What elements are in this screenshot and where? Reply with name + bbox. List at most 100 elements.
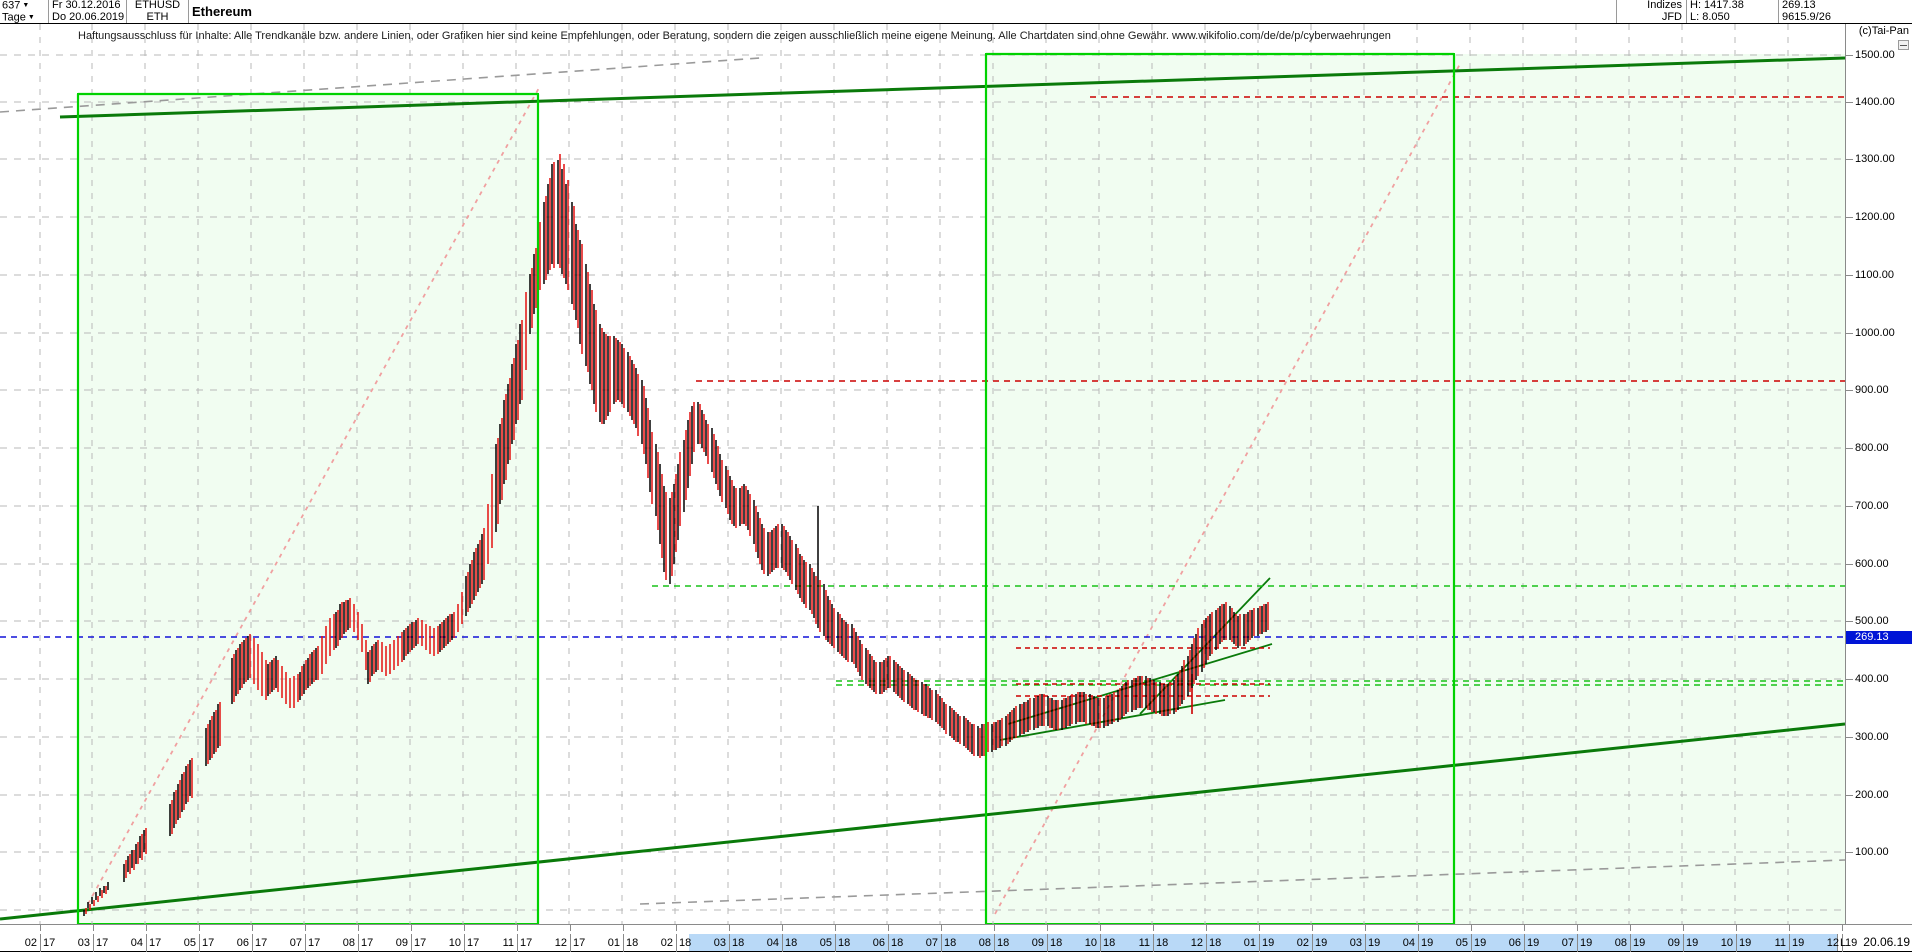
- trendline-lower-green: [0, 722, 1845, 921]
- header-divider: [1778, 0, 1779, 23]
- header-divider: [48, 0, 49, 23]
- date-label-year: 17: [255, 937, 268, 949]
- price-label: 1400.00: [1855, 96, 1895, 108]
- instrument-name: Ethereum: [192, 4, 252, 19]
- price-axis[interactable]: (c)Tai-Pan 1500.00 1400.00 1300.00 1200.…: [1845, 24, 1912, 924]
- price-label: 500.00: [1855, 615, 1889, 627]
- date-tick: [1736, 925, 1737, 931]
- date-label-year: 19: [1580, 937, 1593, 949]
- date-label-year: 18: [944, 937, 957, 949]
- date-label-month: 12: [1190, 937, 1203, 949]
- date-tick: [252, 925, 253, 931]
- price-label: 400.00: [1855, 673, 1889, 685]
- date-axis[interactable]: 20.06.19 02 17 03 17 04 17 05 17 06 17 07 17 08 17 09 1…: [0, 924, 1912, 952]
- date-label-year: 17: [361, 937, 374, 949]
- date-tick: [570, 925, 571, 931]
- date-label-separator: [358, 934, 359, 952]
- price-label: 200.00: [1855, 789, 1889, 801]
- price-label: 1000.00: [1855, 327, 1895, 339]
- chevron-down-icon[interactable]: ▼: [27, 14, 35, 21]
- copyright-label: (c)Tai-Pan: [1858, 25, 1909, 37]
- annotation-pink-projection-2017: [87, 85, 541, 905]
- source-provider: JFD: [1661, 12, 1682, 23]
- date-label-month: 01: [1243, 937, 1256, 949]
- symbol-ticker: ETHUSD: [134, 0, 181, 11]
- date-tick: [411, 925, 412, 931]
- date-label-separator: [570, 934, 571, 952]
- date-label-month: 10: [1720, 937, 1733, 949]
- date-tick: [464, 925, 465, 931]
- date-tick: [1047, 925, 1048, 931]
- date-label-month: 08: [1614, 937, 1627, 949]
- date-label-month: 03: [77, 937, 90, 949]
- date-label-separator: [1842, 934, 1843, 952]
- chart-plot-area[interactable]: Haftungsausschluss für Inhalte: Alle Tre…: [0, 24, 1845, 924]
- date-label-year: 19: [1474, 937, 1487, 949]
- axis-settings-button[interactable]: [1898, 40, 1909, 50]
- chart-header-bar: 637 ▼ Tage ▼ Fr 30.12.2016 Do 20.06.2019 E…: [0, 0, 1912, 24]
- date-tick: [994, 925, 995, 931]
- date-tick: [1789, 925, 1790, 931]
- date-range-selection[interactable]: [689, 934, 1837, 952]
- date-label-month: 09: [1667, 937, 1680, 949]
- date-label-separator: [1736, 934, 1737, 952]
- date-label-separator: [1524, 934, 1525, 952]
- header-date-range[interactable]: Fr 30.12.2016 Do 20.06.2019: [52, 0, 124, 23]
- date-label-year: 18: [626, 937, 639, 949]
- date-label-year: 18: [732, 937, 745, 949]
- date-label-year: 19: [1527, 937, 1540, 949]
- date-axis-last-date: 20.06.19: [1863, 935, 1910, 949]
- price-label: 700.00: [1855, 500, 1889, 512]
- date-label-separator: [1047, 934, 1048, 952]
- date-axis-divider: [1837, 934, 1838, 952]
- period-high: H: 1417.38: [1690, 0, 1744, 11]
- chevron-down-icon[interactable]: ▼: [22, 2, 30, 9]
- header-range-selector[interactable]: 637 ▼ Tage ▼: [2, 0, 46, 23]
- annotation-gray-lower-line: [639, 859, 1845, 905]
- header-divider: [1686, 0, 1687, 23]
- date-label-month: 05: [819, 937, 832, 949]
- source-category: Indizes: [1647, 0, 1682, 11]
- date-label-month: 02: [24, 937, 37, 949]
- date-label-separator: [676, 934, 677, 952]
- date-label-separator: [1153, 934, 1154, 952]
- date-label-separator: [93, 934, 94, 952]
- header-divider: [1616, 0, 1617, 23]
- date-label-separator: [1630, 934, 1631, 952]
- price-tick: [1846, 737, 1853, 738]
- price-label: 800.00: [1855, 442, 1889, 454]
- date-label-month: 03: [1349, 937, 1362, 949]
- date-label-month: 04: [1402, 937, 1415, 949]
- date-label-year: 17: [149, 937, 162, 949]
- price-tick: [1846, 217, 1853, 218]
- date-label-month: 10: [1084, 937, 1097, 949]
- date-label-month: 07: [925, 937, 938, 949]
- date-label-separator: [40, 934, 41, 952]
- price-label: 1100.00: [1855, 269, 1894, 281]
- header-data-source: Indizes JFD: [1620, 0, 1682, 23]
- price-tick: [1846, 448, 1853, 449]
- header-symbol[interactable]: ETHUSD ETH: [130, 0, 185, 23]
- date-label-month: 08: [342, 937, 355, 949]
- date-tick: [941, 925, 942, 931]
- date-label-year: 19: [1792, 937, 1805, 949]
- date-label-year: 17: [96, 937, 109, 949]
- date-tick: [40, 925, 41, 931]
- price-tick: [1846, 275, 1853, 276]
- header-divider: [188, 0, 189, 23]
- symbol-short: ETH: [146, 12, 169, 23]
- date-tick: [1471, 925, 1472, 931]
- date-label-separator: [1312, 934, 1313, 952]
- date-label-month: 06: [872, 937, 885, 949]
- price-tick: [1846, 795, 1853, 796]
- date-label-separator: [941, 934, 942, 952]
- price-tick: [1846, 55, 1853, 56]
- date-label-year: 17: [43, 937, 56, 949]
- price-label: 900.00: [1855, 384, 1889, 396]
- date-tick: [199, 925, 200, 931]
- date-label-year: 17: [202, 937, 215, 949]
- date-label-separator: [729, 934, 730, 952]
- date-tick: [888, 925, 889, 931]
- date-label-separator: [1683, 934, 1684, 952]
- date-tick: [1100, 925, 1101, 931]
